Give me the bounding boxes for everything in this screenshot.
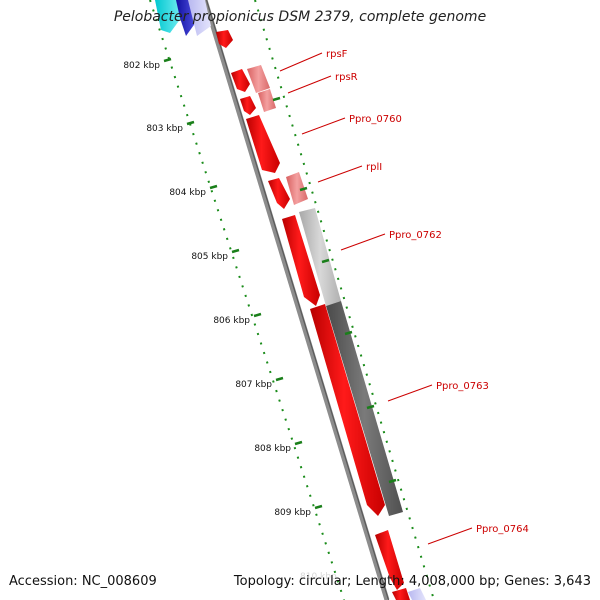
gene-block-rpsR-pink	[258, 89, 276, 112]
axis-tick-mark	[275, 376, 284, 382]
gene-label-Ppro_0763: Ppro_0763	[436, 381, 489, 392]
gene-label-leader	[387, 384, 433, 402]
outer-tick-mark	[388, 478, 397, 484]
gene-arrow-Ppro_0764	[375, 530, 404, 590]
gene-label-rpsR: rpsR	[335, 72, 358, 83]
axis-tick-mark	[186, 120, 195, 126]
axis-tick-mark	[314, 504, 323, 510]
gene-arrow-bottom	[392, 588, 410, 600]
gene-arrow-rplI	[268, 178, 290, 209]
gene-labels: rpsF rpsR Ppro_0760 rplI Ppro_0762 Ppro_0763 P…	[279, 49, 529, 545]
axis-tick-label: 806 kbp	[213, 316, 250, 326]
gene-block-bottom-lavender	[408, 588, 426, 600]
gene-arrow-Ppro_0763	[310, 304, 385, 516]
axis-tick-mark	[209, 184, 218, 190]
axis-tick-label: 809 kbp	[274, 508, 311, 518]
axis-tick-label: 808 kbp	[254, 444, 291, 454]
page-title: Pelobacter propionicus DSM 2379, complet…	[113, 9, 487, 25]
gene-arrow-rpsF	[231, 69, 250, 92]
gene-partial-lavender	[188, 0, 211, 36]
axis-tick-label: 803 kbp	[146, 124, 183, 134]
gene-arrow-Ppro_0760	[246, 115, 280, 173]
axis-tick-label: 802 kbp	[123, 61, 160, 71]
axis-tick-label: 804 kbp	[169, 188, 206, 198]
genome-summary-text: Topology: circular; Length: 4,008,000 bp…	[233, 574, 591, 589]
accession-text: Accession: NC_008609	[9, 574, 157, 589]
outer-tick-mark	[366, 404, 375, 410]
outer-tick-mark	[299, 186, 308, 192]
gene-label-rpsF: rpsF	[326, 49, 348, 60]
gene-block-rpsF-pink	[247, 65, 270, 93]
outer-tick-mark	[321, 258, 330, 264]
gene-block-Ppro_0762-grey	[299, 208, 341, 306]
axis-tick-mark	[294, 440, 303, 446]
genome-backbone	[202, 0, 390, 600]
gene-label-leader	[427, 527, 473, 545]
gene-arrow-Ppro_0762	[282, 215, 320, 306]
gene-label-Ppro_0764: Ppro_0764	[476, 524, 529, 535]
axis-tick-mark	[231, 248, 240, 254]
gene-label-Ppro_0760: Ppro_0760	[349, 114, 402, 125]
gene-arrow-rpsR	[240, 96, 256, 115]
gene-label-leader	[279, 52, 323, 72]
gene-block-Ppro_0763-dark	[326, 301, 403, 516]
outer-tick-mark	[344, 330, 353, 336]
outer-dotted-guide	[254, 0, 435, 600]
outer-tick-mark	[272, 96, 281, 102]
gene-partial-cyan	[155, 0, 184, 33]
axis-tick-label: 807 kbp	[235, 380, 272, 390]
faint-axis-label: 810 kbp	[300, 572, 337, 582]
axis-tick-mark	[163, 57, 172, 63]
gene-label-leader	[317, 165, 363, 183]
gene-label-leader	[287, 75, 332, 94]
gene-arrow-small-top	[216, 30, 233, 48]
axis-ticks: 802 kbp 803 kbp 804 kbp 805 kbp 806 kbp 807 k…	[123, 57, 397, 518]
gene-label-Ppro_0762: Ppro_0762	[389, 230, 442, 241]
gene-label-leader	[340, 233, 386, 251]
gene-label-rplI: rplI	[366, 162, 382, 173]
gene-block-rplI-pink	[286, 172, 308, 205]
axis-tick-label: 805 kbp	[191, 252, 228, 262]
gene-label-leader	[301, 117, 346, 135]
axis-tick-mark	[253, 312, 262, 318]
